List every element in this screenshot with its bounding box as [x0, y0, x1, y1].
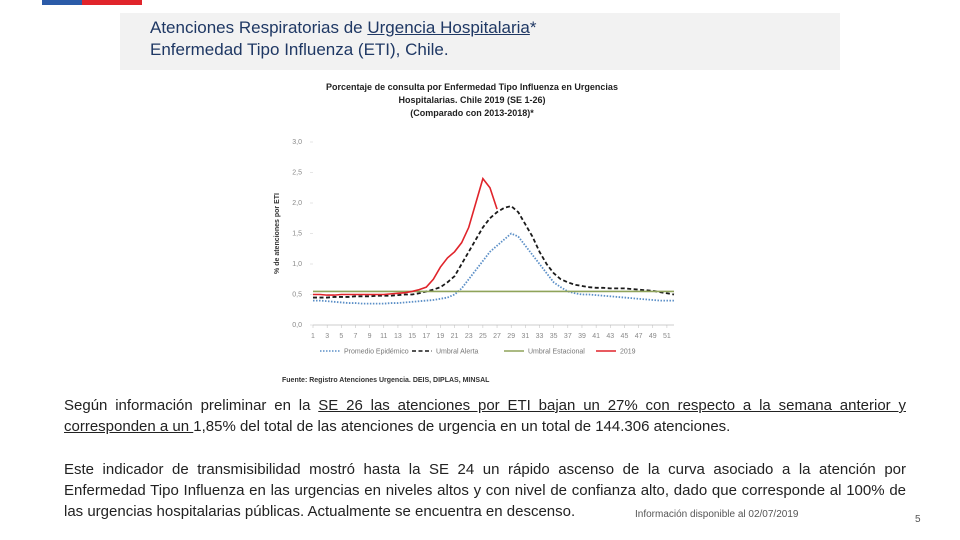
x-tick-label: 29 — [507, 333, 515, 340]
title-line: Atenciones Respiratorias de Urgencia Hos… — [150, 17, 840, 39]
y-tick-label: 1,0 — [292, 261, 302, 268]
paragraph: Según información preliminar en la SE 26… — [64, 395, 906, 437]
y-tick-label: 2,5 — [292, 170, 302, 177]
x-tick-label: 25 — [479, 333, 487, 340]
title-text: * — [529, 18, 537, 37]
title-text: Urgencia Hospitalaria — [367, 18, 530, 37]
series-line — [313, 176, 498, 296]
x-tick-label: 51 — [663, 333, 671, 340]
legend-label: Umbral Estacional — [528, 349, 585, 356]
series-line — [313, 205, 675, 299]
chart-title: Porcentaje de consulta por Enfermedad Ti… — [326, 82, 618, 92]
chart-title: Hospitalarias. Chile 2019 (SE 1-26) — [398, 95, 545, 105]
x-tick-label: 9 — [368, 333, 372, 340]
x-tick-label: 21 — [451, 333, 459, 340]
y-tick-label: 0,0 — [292, 322, 302, 329]
x-tick-label: 7 — [354, 333, 358, 340]
y-tick-label: 3,0 — [292, 139, 302, 146]
x-tick-label: 17 — [422, 333, 430, 340]
x-tick-label: 35 — [550, 333, 558, 340]
x-tick-label: 41 — [592, 333, 600, 340]
chart-source: Fuente: Registro Atenciones Urgencia. DE… — [282, 377, 490, 384]
text: 1,85% del total de las atenciones de urg… — [193, 418, 731, 435]
chart: Porcentaje de consulta por Enfermedad Ti… — [274, 82, 675, 384]
flag-stripe-blue — [42, 0, 82, 5]
text: SE 26 las atenciones por ETI bajan un 27… — [64, 397, 906, 435]
x-tick-label: 45 — [621, 333, 629, 340]
x-tick-label: 27 — [493, 333, 501, 340]
x-tick-label: 43 — [606, 333, 614, 340]
y-tick-label: 0,5 — [292, 292, 302, 299]
x-tick-label: 33 — [536, 333, 544, 340]
title-text: Atenciones Respiratorias de — [150, 18, 368, 37]
y-tick-label: 2,0 — [292, 200, 302, 207]
x-tick-label: 3 — [325, 333, 329, 340]
x-tick-label: 37 — [564, 333, 572, 340]
title-line: Enfermedad Tipo Influenza (ETI), Chile. — [150, 40, 449, 59]
legend-label: Promedio Epidémico — [344, 349, 409, 356]
x-tick-label: 49 — [649, 333, 657, 340]
x-tick-label: 47 — [635, 333, 643, 340]
x-tick-label: 19 — [437, 333, 445, 340]
x-tick-label: 11 — [380, 333, 387, 340]
y-tick-label: 1,5 — [292, 231, 302, 238]
x-tick-label: 1 — [311, 333, 315, 340]
paragraph: Este indicador de transmisibilidad mostr… — [64, 461, 906, 520]
x-tick-label: 39 — [578, 333, 586, 340]
x-tick-label: 23 — [465, 333, 473, 340]
x-tick-label: 15 — [408, 333, 416, 340]
chart-title: (Comparado con 2013-2018)* — [410, 108, 534, 118]
series-line — [313, 232, 674, 305]
footnote: Información disponible al 02/07/2019 — [635, 509, 799, 520]
legend-label: Umbral Alerta — [436, 349, 479, 356]
y-axis-label: % de atenciones por ETI — [274, 193, 281, 274]
x-tick-label: 13 — [394, 333, 402, 340]
legend-label: 2019 — [620, 349, 636, 356]
text: Según información preliminar en la — [64, 397, 319, 414]
x-tick-label: 5 — [339, 333, 343, 340]
title-box: Atenciones Respiratorias de Urgencia Hos… — [120, 13, 840, 70]
flag-stripe-red — [82, 0, 142, 5]
x-tick-label: 31 — [521, 333, 529, 340]
page-number: 5 — [915, 514, 921, 525]
